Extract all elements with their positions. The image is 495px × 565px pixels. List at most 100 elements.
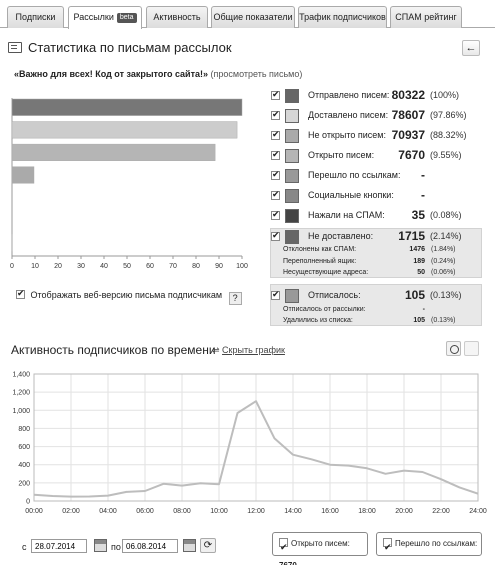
legend-swatch: [285, 129, 299, 143]
legend-swatch: [285, 169, 299, 183]
series-toggle-clicks[interactable]: Перешло по ссылкам: -: [376, 532, 482, 565]
y-tick-label: 600: [18, 444, 30, 451]
legend-row[interactable]: Социальные кнопки: -: [270, 188, 482, 204]
unsubscribed-row[interactable]: Отписалось: 105 (0.13%): [270, 288, 482, 304]
opened-checkbox[interactable]: [279, 536, 288, 558]
page-title: Статистика по письмам рассылок: [8, 40, 232, 55]
x-tick-label: 12:00: [247, 508, 265, 515]
unsubscribed-panel: [270, 284, 482, 326]
bar: [11, 143, 216, 161]
calendar-icon[interactable]: [94, 539, 107, 552]
legend-percent: (100%): [430, 90, 460, 100]
tab-mailings[interactable]: Рассылки beta: [68, 6, 142, 29]
clock-icon[interactable]: [446, 341, 461, 356]
bar-tick-label: 90: [215, 263, 223, 270]
refresh-icon: ⟳: [203, 540, 213, 551]
legend-checkbox[interactable]: [271, 230, 280, 241]
sub-stat-row: Отклонены как СПАМ: 1476 (1.84%): [283, 246, 473, 253]
tab-label: Подписки: [15, 12, 56, 22]
sub-stat-percent: (0.06%): [431, 269, 456, 276]
legend-label: Не доставлено:: [308, 231, 374, 241]
help-button[interactable]: ?: [228, 292, 242, 305]
y-tick-label: 0: [26, 499, 30, 506]
web-version-checkbox[interactable]: [16, 288, 25, 299]
legend-value: 35: [411, 208, 425, 222]
sub-stat-label: Переполненный ящик:: [283, 258, 357, 265]
tab-general-stats[interactable]: Общие показатели: [211, 6, 295, 28]
view-letter-link[interactable]: (просмотреть письмо): [210, 69, 303, 79]
legend-checkbox[interactable]: [271, 189, 280, 200]
toggle-label: Открыто писем:: [291, 539, 350, 548]
legend-label: Не открыто писем:: [308, 130, 386, 140]
y-tick-label: 400: [18, 462, 30, 469]
not-delivered-panel: [270, 228, 482, 278]
sub-stat-label: Отклонены как СПАМ:: [283, 246, 357, 253]
sub-stat-label: Удалились из списка:: [283, 317, 353, 324]
legend-percent: (88.32%): [430, 130, 467, 140]
legend-percent: (0.13%): [430, 290, 462, 300]
legend-value: 70937: [391, 128, 425, 142]
legend-label: Социальные кнопки:: [308, 190, 394, 200]
back-button[interactable]: ←: [462, 40, 480, 56]
hide-chart-text: Скрыть график: [222, 345, 285, 355]
legend-checkbox[interactable]: [271, 289, 280, 300]
tab-spam-rating[interactable]: СПАМ рейтинг: [390, 6, 462, 28]
page-title-text: Статистика по письмам рассылок: [28, 40, 232, 55]
sub-stat-value: 1476: [409, 246, 425, 253]
legend-row[interactable]: Доставлено писем:78607 (97.86%): [270, 108, 482, 124]
legend-swatch: [285, 149, 299, 163]
legend-checkbox[interactable]: [271, 209, 280, 220]
sub-stat-value: 189: [413, 258, 425, 265]
sub-stat-row: Переполненный ящик: 189 (0.24%): [283, 258, 473, 265]
legend-checkbox[interactable]: [271, 169, 280, 180]
tab-activity[interactable]: Активность: [146, 6, 208, 28]
legend-row[interactable]: Открыто писем: 7670 (9.55%): [270, 148, 482, 164]
hide-chart-link[interactable]: ⇌ Скрыть график: [212, 345, 285, 355]
bar-tick-label: 100: [236, 263, 248, 270]
legend-swatch: [285, 189, 299, 203]
bar: [11, 121, 238, 139]
legend-checkbox[interactable]: [271, 149, 280, 160]
sub-stat-percent: (0.24%): [431, 258, 456, 265]
legend-value: 80322: [391, 88, 425, 102]
calendar-icon[interactable]: [183, 539, 196, 552]
to-date-input[interactable]: [122, 539, 178, 553]
not_delivered-row[interactable]: Не доставлено: 1715 (2.14%): [270, 229, 482, 245]
bar-tick-label: 60: [146, 263, 154, 270]
y-tick-label: 1,000: [12, 408, 30, 415]
to-label: по: [111, 542, 121, 552]
legend-swatch: [285, 89, 299, 103]
legend-label: Нажали на СПАМ:: [308, 210, 385, 220]
legend-swatch: [285, 230, 299, 244]
sub-stat-row: Несуществующие адреса: 50 (0.06%): [283, 269, 473, 276]
legend-row[interactable]: Перешло по ссылкам: -: [270, 168, 482, 184]
tab-subscriptions[interactable]: Подписки: [7, 6, 64, 28]
from-date-input[interactable]: [31, 539, 87, 553]
series-toggle-opened[interactable]: Открыто писем: 7670: [272, 532, 368, 565]
legend-percent: (0.08%): [430, 210, 462, 220]
tab-label: Рассылки: [73, 12, 114, 22]
clicks-checkbox[interactable]: [383, 536, 392, 558]
bar-tick-label: 20: [54, 263, 62, 270]
bar-tick-label: 40: [100, 263, 108, 270]
tab-label: Трафик подписчиков: [299, 12, 386, 22]
legend-value: 105: [404, 288, 425, 302]
y-tick-label: 1,200: [12, 390, 30, 397]
legend-checkbox[interactable]: [271, 129, 280, 140]
legend-value: 7670: [398, 148, 425, 162]
legend-label: Открыто писем:: [308, 150, 375, 160]
legend-label: Отписалось:: [308, 290, 361, 300]
legend-row[interactable]: Отправлено писем:80322 (100%): [270, 88, 482, 104]
tab-subscriber-traffic[interactable]: Трафик подписчиков: [298, 6, 387, 28]
legend-checkbox[interactable]: [271, 109, 280, 120]
refresh-button[interactable]: ⟳: [200, 538, 216, 553]
bar-tick-label: 80: [192, 263, 200, 270]
legend-checkbox[interactable]: [271, 89, 280, 100]
legend-row[interactable]: Нажали на СПАМ: 35 (0.08%): [270, 208, 482, 224]
activity-title: Активность подписчиков по времени: [11, 343, 216, 357]
web-version-label: Отображать веб-версию письма подписчикам: [30, 290, 223, 300]
bar: [11, 166, 35, 184]
bar-tick-label: 30: [77, 263, 85, 270]
legend-percent: (9.55%): [430, 150, 462, 160]
legend-row[interactable]: Не открыто писем: 70937 (88.32%): [270, 128, 482, 144]
